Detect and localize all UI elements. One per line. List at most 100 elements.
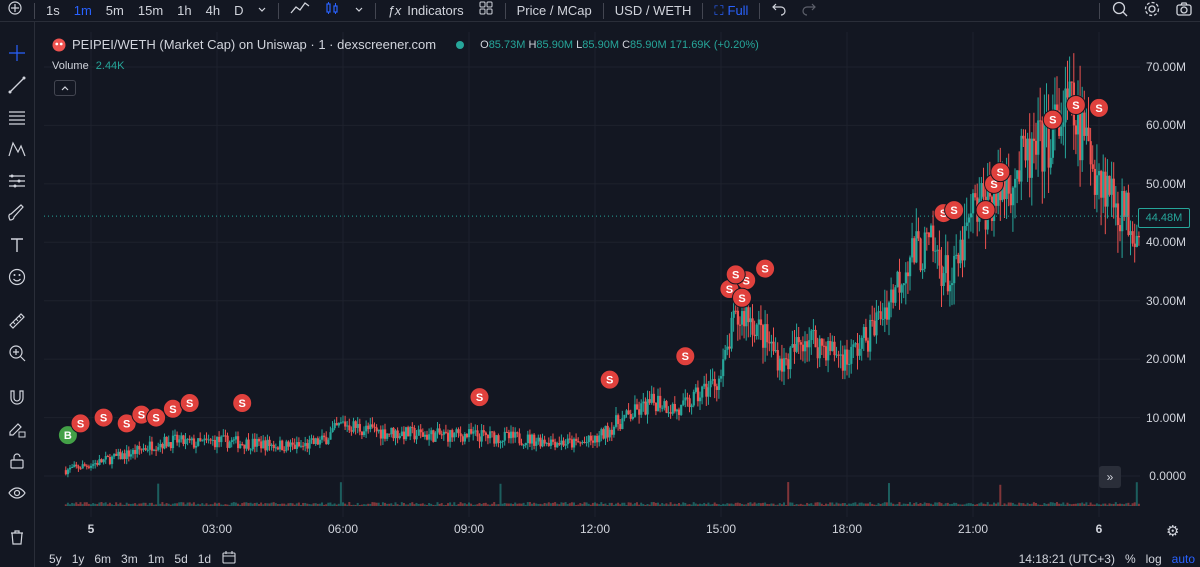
volume-bar [789, 502, 792, 506]
snapshot-button[interactable] [1168, 0, 1200, 22]
redo-button[interactable] [794, 0, 824, 22]
interval-dropdown[interactable] [250, 0, 274, 22]
range-3m[interactable]: 3m [121, 551, 138, 566]
price-mcap-toggle[interactable]: Price / MCap [510, 0, 599, 22]
crosshair-tool[interactable] [6, 42, 28, 64]
symbol-title[interactable]: PEIPEI/WETH (Market Cap) on Uniswap · 1 … [72, 37, 437, 52]
candle-body [243, 444, 246, 449]
range-1d[interactable]: 1d [197, 551, 212, 566]
volume-bar [547, 502, 550, 506]
candle-body [940, 265, 943, 287]
zoom-tool[interactable] [6, 342, 28, 364]
candle-body [258, 439, 261, 442]
lock-drawing-tool[interactable] [6, 418, 28, 440]
candle-body [132, 449, 135, 455]
interval-15m[interactable]: 15m [137, 2, 164, 18]
delete-tool[interactable] [6, 526, 28, 548]
volume-bar [352, 504, 355, 506]
line-chart-type-button[interactable] [283, 0, 317, 22]
clock-time[interactable]: 14:18:21 (UTC+3) [1018, 551, 1115, 566]
candle-body [717, 378, 721, 390]
candle-body [285, 441, 288, 451]
candle-body [180, 435, 183, 440]
range-1m[interactable]: 1m [147, 551, 165, 566]
range-6m[interactable]: 6m [94, 551, 112, 566]
currency-toggle[interactable]: USD / WETH [608, 0, 699, 22]
scroll-to-realtime-button[interactable]: » [1099, 466, 1121, 488]
log-toggle[interactable]: log [1145, 551, 1162, 566]
add-symbol-button[interactable] [0, 0, 30, 22]
collapse-legend-button[interactable] [54, 80, 76, 96]
candle-body [505, 431, 508, 433]
prediction-tool[interactable] [6, 170, 28, 192]
layouts-button[interactable] [471, 0, 501, 22]
x-tick-label: 06:00 [327, 522, 359, 536]
volume-bar [1114, 502, 1117, 506]
date-range-button[interactable] [216, 550, 242, 567]
trend-line-tool[interactable] [6, 74, 28, 96]
range-5d[interactable]: 5d [174, 551, 188, 566]
interval-1m[interactable]: 1m [73, 2, 92, 18]
volume-bar [66, 502, 69, 506]
brush-tool[interactable] [6, 202, 28, 224]
volume-bar [936, 502, 939, 506]
interval-d[interactable]: D [234, 2, 244, 18]
quick-search-button[interactable] [1104, 0, 1136, 22]
magnet-tool[interactable] [6, 386, 28, 408]
volume-bar [806, 502, 809, 506]
interval-1s[interactable]: 1s [46, 2, 60, 18]
volume-bar [220, 504, 223, 506]
candle-body [461, 436, 464, 442]
range-1y[interactable]: 1y [71, 551, 85, 566]
candle-body [339, 422, 343, 424]
interval-5m[interactable]: 5m [105, 2, 124, 18]
candle-body [1089, 141, 1092, 165]
volume-bar [566, 504, 569, 506]
volume-bar [1045, 504, 1048, 506]
candle-body [1030, 138, 1033, 178]
interval-1h[interactable]: 1h [177, 2, 192, 18]
volume-bar [531, 503, 533, 506]
range-5y[interactable]: 5y [49, 551, 62, 566]
candle-body [144, 448, 147, 450]
percent-toggle[interactable]: % [1124, 551, 1136, 566]
chevron-up-icon [61, 86, 69, 91]
undo-button[interactable] [764, 0, 794, 22]
volume-bar [222, 504, 225, 506]
candle-body [1028, 138, 1031, 178]
fib-tool[interactable] [6, 106, 28, 128]
candle-body [585, 442, 588, 444]
volume-bar [657, 502, 659, 506]
candle-body [814, 329, 817, 348]
interval-4h[interactable]: 4h [205, 2, 221, 18]
candle-body [287, 441, 290, 447]
volume-bar [102, 503, 105, 506]
measure-tool[interactable] [6, 310, 28, 332]
settings-button[interactable] [1136, 0, 1168, 22]
hide-tool[interactable] [6, 482, 28, 504]
candle-body [167, 442, 170, 447]
candle-body [1068, 81, 1071, 98]
volume-bar [997, 502, 1000, 506]
price-chart[interactable]: BSSSSSSSSSSSSSSSSSSSSSSSSS [44, 32, 1140, 517]
candle-body [201, 440, 204, 442]
indicators-button[interactable]: ƒx Indicators [380, 0, 470, 22]
pattern-tool[interactable] [6, 138, 28, 160]
candle-body [829, 341, 832, 351]
emoji-tool[interactable] [6, 266, 28, 288]
text-tool[interactable] [6, 234, 28, 256]
candle-body [447, 432, 450, 442]
volume-bar [1083, 503, 1086, 506]
candle-chart-type-button[interactable] [317, 0, 347, 22]
chart-type-dropdown[interactable] [347, 0, 371, 22]
lock-all-tool[interactable] [6, 450, 28, 472]
candle-body [661, 407, 664, 409]
auto-toggle[interactable]: auto [1171, 551, 1195, 566]
volume-bar [585, 502, 588, 506]
volume-bar [900, 504, 903, 506]
axis-settings-button[interactable]: ⚙ [1166, 522, 1179, 540]
full-button[interactable]: ⛶ Full [707, 0, 755, 22]
volume-bar [230, 502, 233, 506]
volume-bar [176, 503, 179, 506]
volume-bar [325, 504, 328, 506]
